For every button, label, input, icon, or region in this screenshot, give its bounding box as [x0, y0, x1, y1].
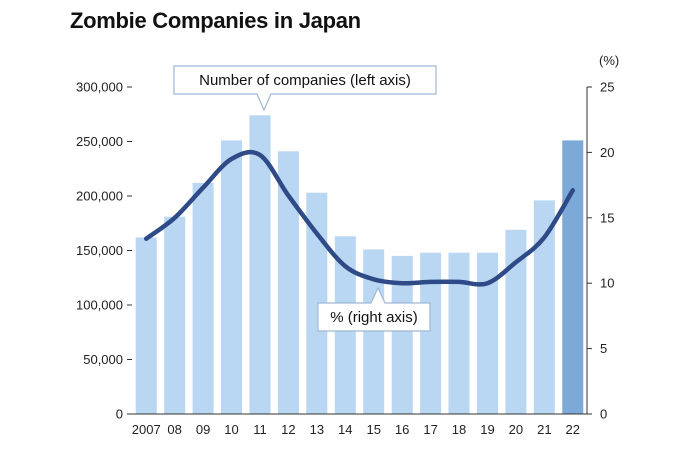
x-tick-label: 18 [452, 422, 466, 437]
left-tick-label: 150,000 [76, 243, 123, 258]
bar-10 [221, 140, 242, 414]
x-tick-label: 17 [423, 422, 437, 437]
x-tick-label: 22 [566, 422, 580, 437]
callout-line: % (right axis) [317, 286, 431, 332]
bar-15 [363, 249, 385, 414]
left-tick-label: 250,000 [76, 134, 123, 149]
line-layer [143, 149, 576, 287]
x-tick-label: 19 [480, 422, 494, 437]
bar-2007 [135, 237, 157, 414]
x-tick-label: 10 [224, 422, 238, 437]
x-tick-label: 15 [366, 422, 380, 437]
x-tick-label: 21 [537, 422, 551, 437]
chart-title: Zombie Companies in Japan [70, 8, 361, 33]
bars-layer [135, 115, 584, 415]
right-axis-unit: (%) [599, 53, 619, 68]
bar-21 [533, 200, 555, 414]
x-tick-label: 12 [281, 422, 295, 437]
x-tick-label: 09 [196, 422, 210, 437]
percent-line [143, 149, 576, 287]
bar-11 [249, 115, 271, 415]
right-tick-label: 20 [600, 145, 614, 160]
callout-bars: Number of companies (left axis) [173, 65, 437, 112]
right-tick-label: 0 [600, 407, 607, 422]
right-tick-label: 5 [600, 341, 607, 356]
callout-line-box [317, 286, 431, 332]
left-tick-label: 200,000 [76, 189, 123, 204]
bar-19 [477, 252, 498, 414]
left-tick-label: 100,000 [76, 298, 123, 313]
bar-13 [306, 192, 328, 414]
x-tick-label: 2007 [132, 422, 161, 437]
bar-16 [391, 255, 413, 414]
x-tick-label: 16 [395, 422, 409, 437]
left-tick-label: 0 [116, 407, 123, 422]
right-tick-label: 25 [600, 80, 614, 95]
callouts-layer: Number of companies (left axis) % (right … [173, 65, 437, 332]
left-tick-label: 50,000 [83, 352, 123, 367]
bar-09 [192, 182, 214, 414]
x-tick-label: 11 [253, 422, 267, 437]
right-tick-label: 10 [600, 276, 614, 291]
x-tick-label: 14 [338, 422, 352, 437]
bar-22 [562, 140, 584, 414]
x-tick-label: 13 [310, 422, 324, 437]
callout-bars-text: Number of companies (left axis) [199, 72, 411, 89]
bar-17 [420, 252, 442, 414]
right-tick-label: 15 [600, 210, 614, 225]
x-tick-label: 20 [509, 422, 523, 437]
callout-bars-box [173, 65, 437, 112]
bar-20 [505, 229, 527, 414]
left-tick-label: 300,000 [76, 80, 123, 95]
bar-12 [277, 151, 299, 415]
bar-18 [448, 252, 470, 414]
callout-line-text: % (right axis) [330, 309, 418, 326]
bar-08 [164, 216, 186, 414]
axes-layer: 0 50,000 100,000 150,000 200,000 250,000 300,0… [76, 53, 619, 437]
x-tick-label: 08 [167, 422, 181, 437]
